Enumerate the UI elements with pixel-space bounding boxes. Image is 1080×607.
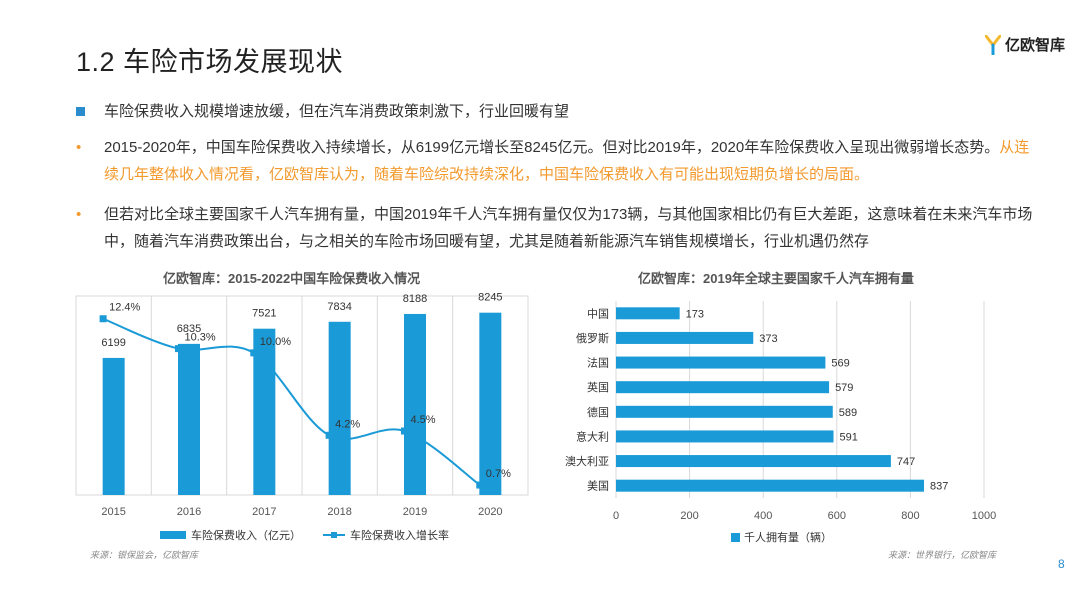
hbar-法国 [616, 356, 826, 369]
dot-bullet-icon: • [76, 139, 82, 156]
hbar-澳大利亚 [616, 455, 891, 468]
y-tick-德国: 德国 [587, 405, 609, 419]
rate-marker-2015 [99, 315, 107, 323]
legend-hbar-label: 千人拥有量（辆） [744, 530, 832, 544]
hbar-label-意大利: 591 [839, 431, 857, 443]
right-source: 来源：世界银行，亿欧智库 [888, 550, 997, 560]
x-tick-600: 600 [828, 510, 846, 522]
hbar-意大利 [616, 430, 834, 443]
square-bullet-icon [76, 107, 85, 116]
x-tick-2018: 2018 [327, 506, 351, 518]
rate-marker-2019 [400, 427, 408, 435]
hbar-label-俄罗斯: 373 [759, 333, 777, 345]
y-tick-法国: 法国 [587, 356, 609, 370]
y-tick-意大利: 意大利 [576, 429, 609, 443]
legend-line-marker [331, 532, 337, 538]
rate-label-2015: 12.4% [109, 302, 140, 314]
rate-label-2020: 0.7% [486, 468, 511, 480]
right-chart-title: 亿欧智库：2019年全球主要国家千人汽车拥有量 [638, 271, 914, 286]
bar-label-2018: 7834 [327, 301, 351, 313]
bullet-1-text: 车险保费收入规模增速放缓，但在汽车消费政策刺激下，行业回暖有望 [104, 103, 570, 120]
rate-label-2018: 4.2% [335, 418, 360, 430]
bar-2016 [178, 343, 200, 495]
bar-2018 [328, 321, 351, 495]
bar-label-2015: 6199 [101, 337, 125, 349]
y-tick-俄罗斯: 俄罗斯 [576, 332, 609, 345]
bullet-2-text: 2015-2020年，中国车险保费收入持续增长，从6199亿元增长至8245亿元… [104, 139, 1000, 156]
x-tick-800: 800 [901, 510, 919, 522]
hbar-中国 [616, 307, 680, 320]
x-tick-2017: 2017 [252, 506, 276, 518]
legend-hbar-swatch [731, 533, 740, 542]
left-source: 来源：银保监会，亿欧智库 [90, 550, 199, 560]
y-logo-icon [985, 34, 1001, 55]
bar-label-2019: 8188 [403, 293, 427, 305]
logo-text: 亿欧智库 [1005, 37, 1066, 54]
y-tick-中国: 中国 [587, 307, 609, 320]
x-tick-200: 200 [680, 510, 698, 522]
hbar-label-德国: 589 [839, 407, 857, 419]
legend-bar-label: 车险保费收入（亿元） [191, 528, 301, 542]
hbar-label-美国: 837 [930, 481, 948, 493]
x-tick-2015: 2015 [101, 506, 125, 518]
bullet-1: 车险保费收入规模增速放缓，但在汽车消费政策刺激下，行业回暖有望 [76, 98, 1036, 125]
bar-label-2016: 6835 [177, 323, 201, 335]
page-title: 1.2 车险市场发展现状 [76, 47, 344, 77]
rate-marker-2017 [250, 349, 258, 357]
bar-2019 [404, 313, 426, 495]
left-chart-title: 亿欧智库：2015-2022中国车险保费收入情况 [163, 271, 421, 286]
rate-marker-2016 [174, 345, 182, 353]
hbar-label-中国: 173 [686, 308, 704, 320]
x-tick-1000: 1000 [972, 510, 996, 522]
x-tick-400: 400 [754, 510, 772, 522]
rate-label-2016: 10.3% [184, 332, 215, 344]
dot-bullet-icon: • [76, 206, 82, 223]
legend-bar-swatch [160, 531, 186, 539]
bar-2020 [479, 312, 502, 495]
rate-label-2019: 4.5% [410, 414, 435, 426]
legend-line-label: 车险保费收入增长率 [350, 528, 449, 542]
bullet-3: • 但若对比全球主要国家千人汽车拥有量，中国2019年千人汽车拥有量仅仅为173… [76, 201, 1036, 257]
hbar-label-澳大利亚: 747 [897, 456, 915, 468]
rate-marker-2020 [476, 481, 484, 489]
hbar-英国 [616, 381, 830, 394]
x-tick-0: 0 [613, 510, 619, 522]
y-tick-美国: 美国 [587, 480, 609, 493]
hbar-俄罗斯 [616, 331, 754, 344]
hbar-美国 [616, 479, 925, 492]
x-tick-2016: 2016 [177, 506, 201, 518]
page-number: 8 [1058, 557, 1065, 571]
bullet-3-text: 但若对比全球主要国家千人汽车拥有量，中国2019年千人汽车拥有量仅仅为173辆，… [104, 206, 1033, 250]
x-tick-2020: 2020 [478, 506, 502, 518]
hbar-label-法国: 569 [831, 358, 849, 370]
bar-2017 [253, 328, 276, 495]
bar-label-2020: 8245 [478, 292, 502, 304]
rate-label-2017: 10.0% [260, 336, 291, 348]
hbar-德国 [616, 405, 833, 418]
logo: 亿欧智库 [985, 34, 1065, 55]
y-tick-澳大利亚: 澳大利亚 [565, 454, 609, 468]
rate-marker-2018 [325, 431, 333, 439]
hbar-label-英国: 579 [835, 382, 853, 394]
bar-label-2017: 7521 [252, 308, 276, 320]
x-tick-2019: 2019 [403, 506, 427, 518]
y-tick-英国: 英国 [587, 380, 609, 394]
bar-2015 [102, 357, 125, 495]
bullet-2: • 2015-2020年，中国车险保费收入持续增长，从6199亿元增长至8245… [76, 134, 1036, 190]
bullet-2-highlight: 从连续几年整体收入情况看，亿欧智库认为，随着车险综改持续深化，中国车险保费收入有… [104, 139, 1030, 183]
growth-rate-line [102, 317, 481, 486]
